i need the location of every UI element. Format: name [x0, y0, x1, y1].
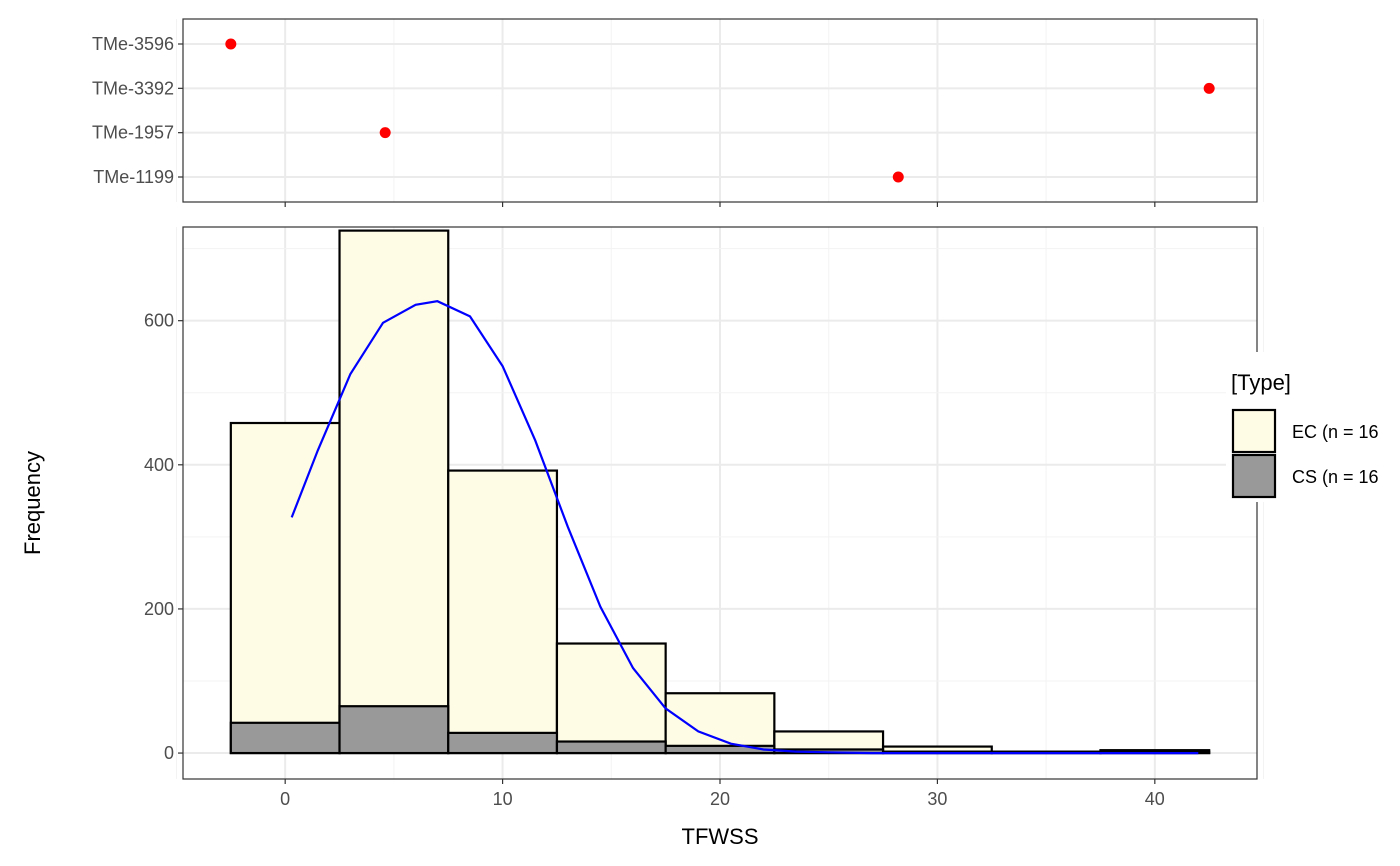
histogram-bar [338, 705, 450, 755]
y-tick-label: 400 [144, 455, 174, 475]
top-y-tick-label: TMe-3392 [92, 78, 174, 98]
top-y-tick-label: TMe-3596 [92, 34, 174, 54]
x-tick-label: 30 [927, 789, 947, 809]
histogram-series-ec [229, 229, 1211, 755]
scatter-point [225, 38, 237, 50]
x-tick-label: 10 [493, 789, 513, 809]
legend-key [1231, 408, 1277, 454]
histogram-bar [447, 469, 559, 755]
top-panel: TMe-1199 TMe-1957 TMe-3392 TMe-3596 [92, 18, 1265, 207]
legend-key [1231, 453, 1277, 499]
histogram-bar [555, 642, 667, 755]
legend-label: EC (n = 16 [1292, 422, 1379, 442]
top-y-tick-label: TMe-1199 [93, 167, 174, 187]
x-tick-label: 0 [280, 789, 290, 809]
legend: [Type] EC (n = 16 CS (n = 16 [1226, 352, 1400, 502]
y-axis-title: Frequency [20, 451, 45, 555]
x-tick-label: 40 [1145, 789, 1165, 809]
histogram-bar [229, 421, 341, 755]
histogram-bar [229, 721, 341, 755]
histogram-bar [447, 731, 559, 755]
main-panel: 0 10 20 30 40 0 200 400 600 TFWSS Frequency [20, 226, 1265, 849]
histogram-bar [338, 229, 450, 755]
top-panel-y-ticks: TMe-1199 TMe-1957 TMe-3392 TMe-3596 [92, 34, 1156, 207]
histogram-bar [664, 692, 776, 755]
density-curve [290, 300, 1199, 755]
histogram-bar [555, 740, 667, 755]
top-panel-grid [175, 19, 1265, 202]
y-tick-label: 600 [144, 311, 174, 331]
scatter-point [892, 171, 904, 183]
y-axis-ticks: 0 200 400 600 [144, 311, 183, 763]
x-axis-title: TFWSS [682, 824, 759, 849]
x-tick-label: 20 [710, 789, 730, 809]
x-axis-ticks: 0 10 20 30 40 [280, 779, 1165, 809]
legend-label: CS (n = 16 [1292, 467, 1379, 487]
top-y-tick-label: TMe-1957 [92, 123, 174, 143]
scatter-point [379, 127, 391, 139]
y-tick-label: 0 [164, 743, 174, 763]
legend-title: [Type] [1231, 370, 1291, 395]
legend-items: EC (n = 16 CS (n = 16 [1231, 408, 1379, 499]
scatter-point [1203, 82, 1215, 94]
y-tick-label: 200 [144, 599, 174, 619]
top-panel-points [225, 38, 1215, 183]
